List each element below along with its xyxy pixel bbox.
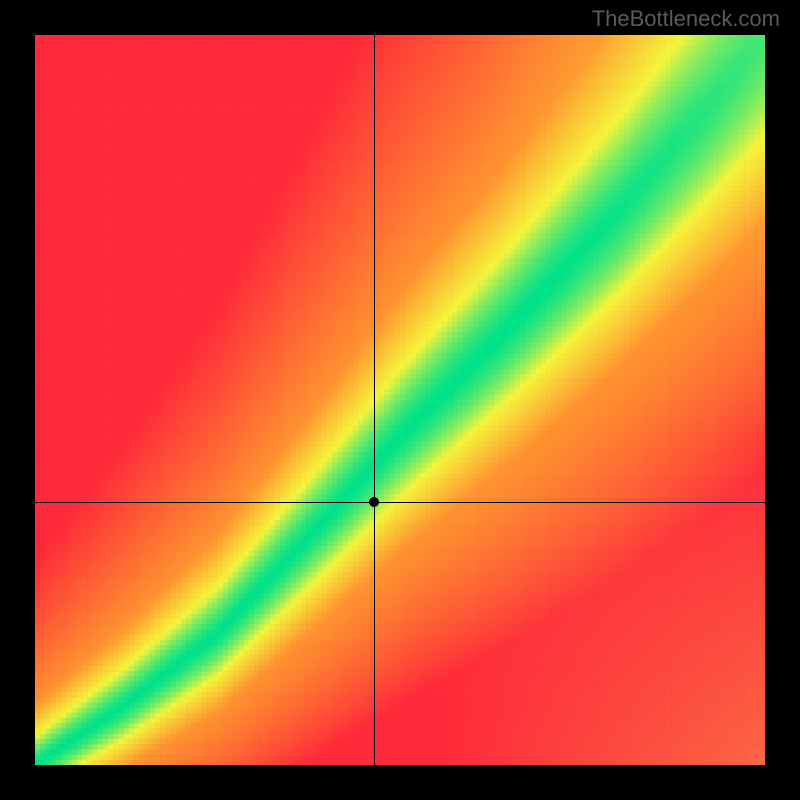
crosshair-vertical (374, 35, 375, 765)
marker-dot (369, 497, 379, 507)
plot-area (35, 35, 765, 765)
watermark-text: TheBottleneck.com (592, 6, 780, 32)
crosshair-horizontal (35, 502, 765, 503)
heatmap-canvas (35, 35, 765, 765)
chart-container: TheBottleneck.com (0, 0, 800, 800)
